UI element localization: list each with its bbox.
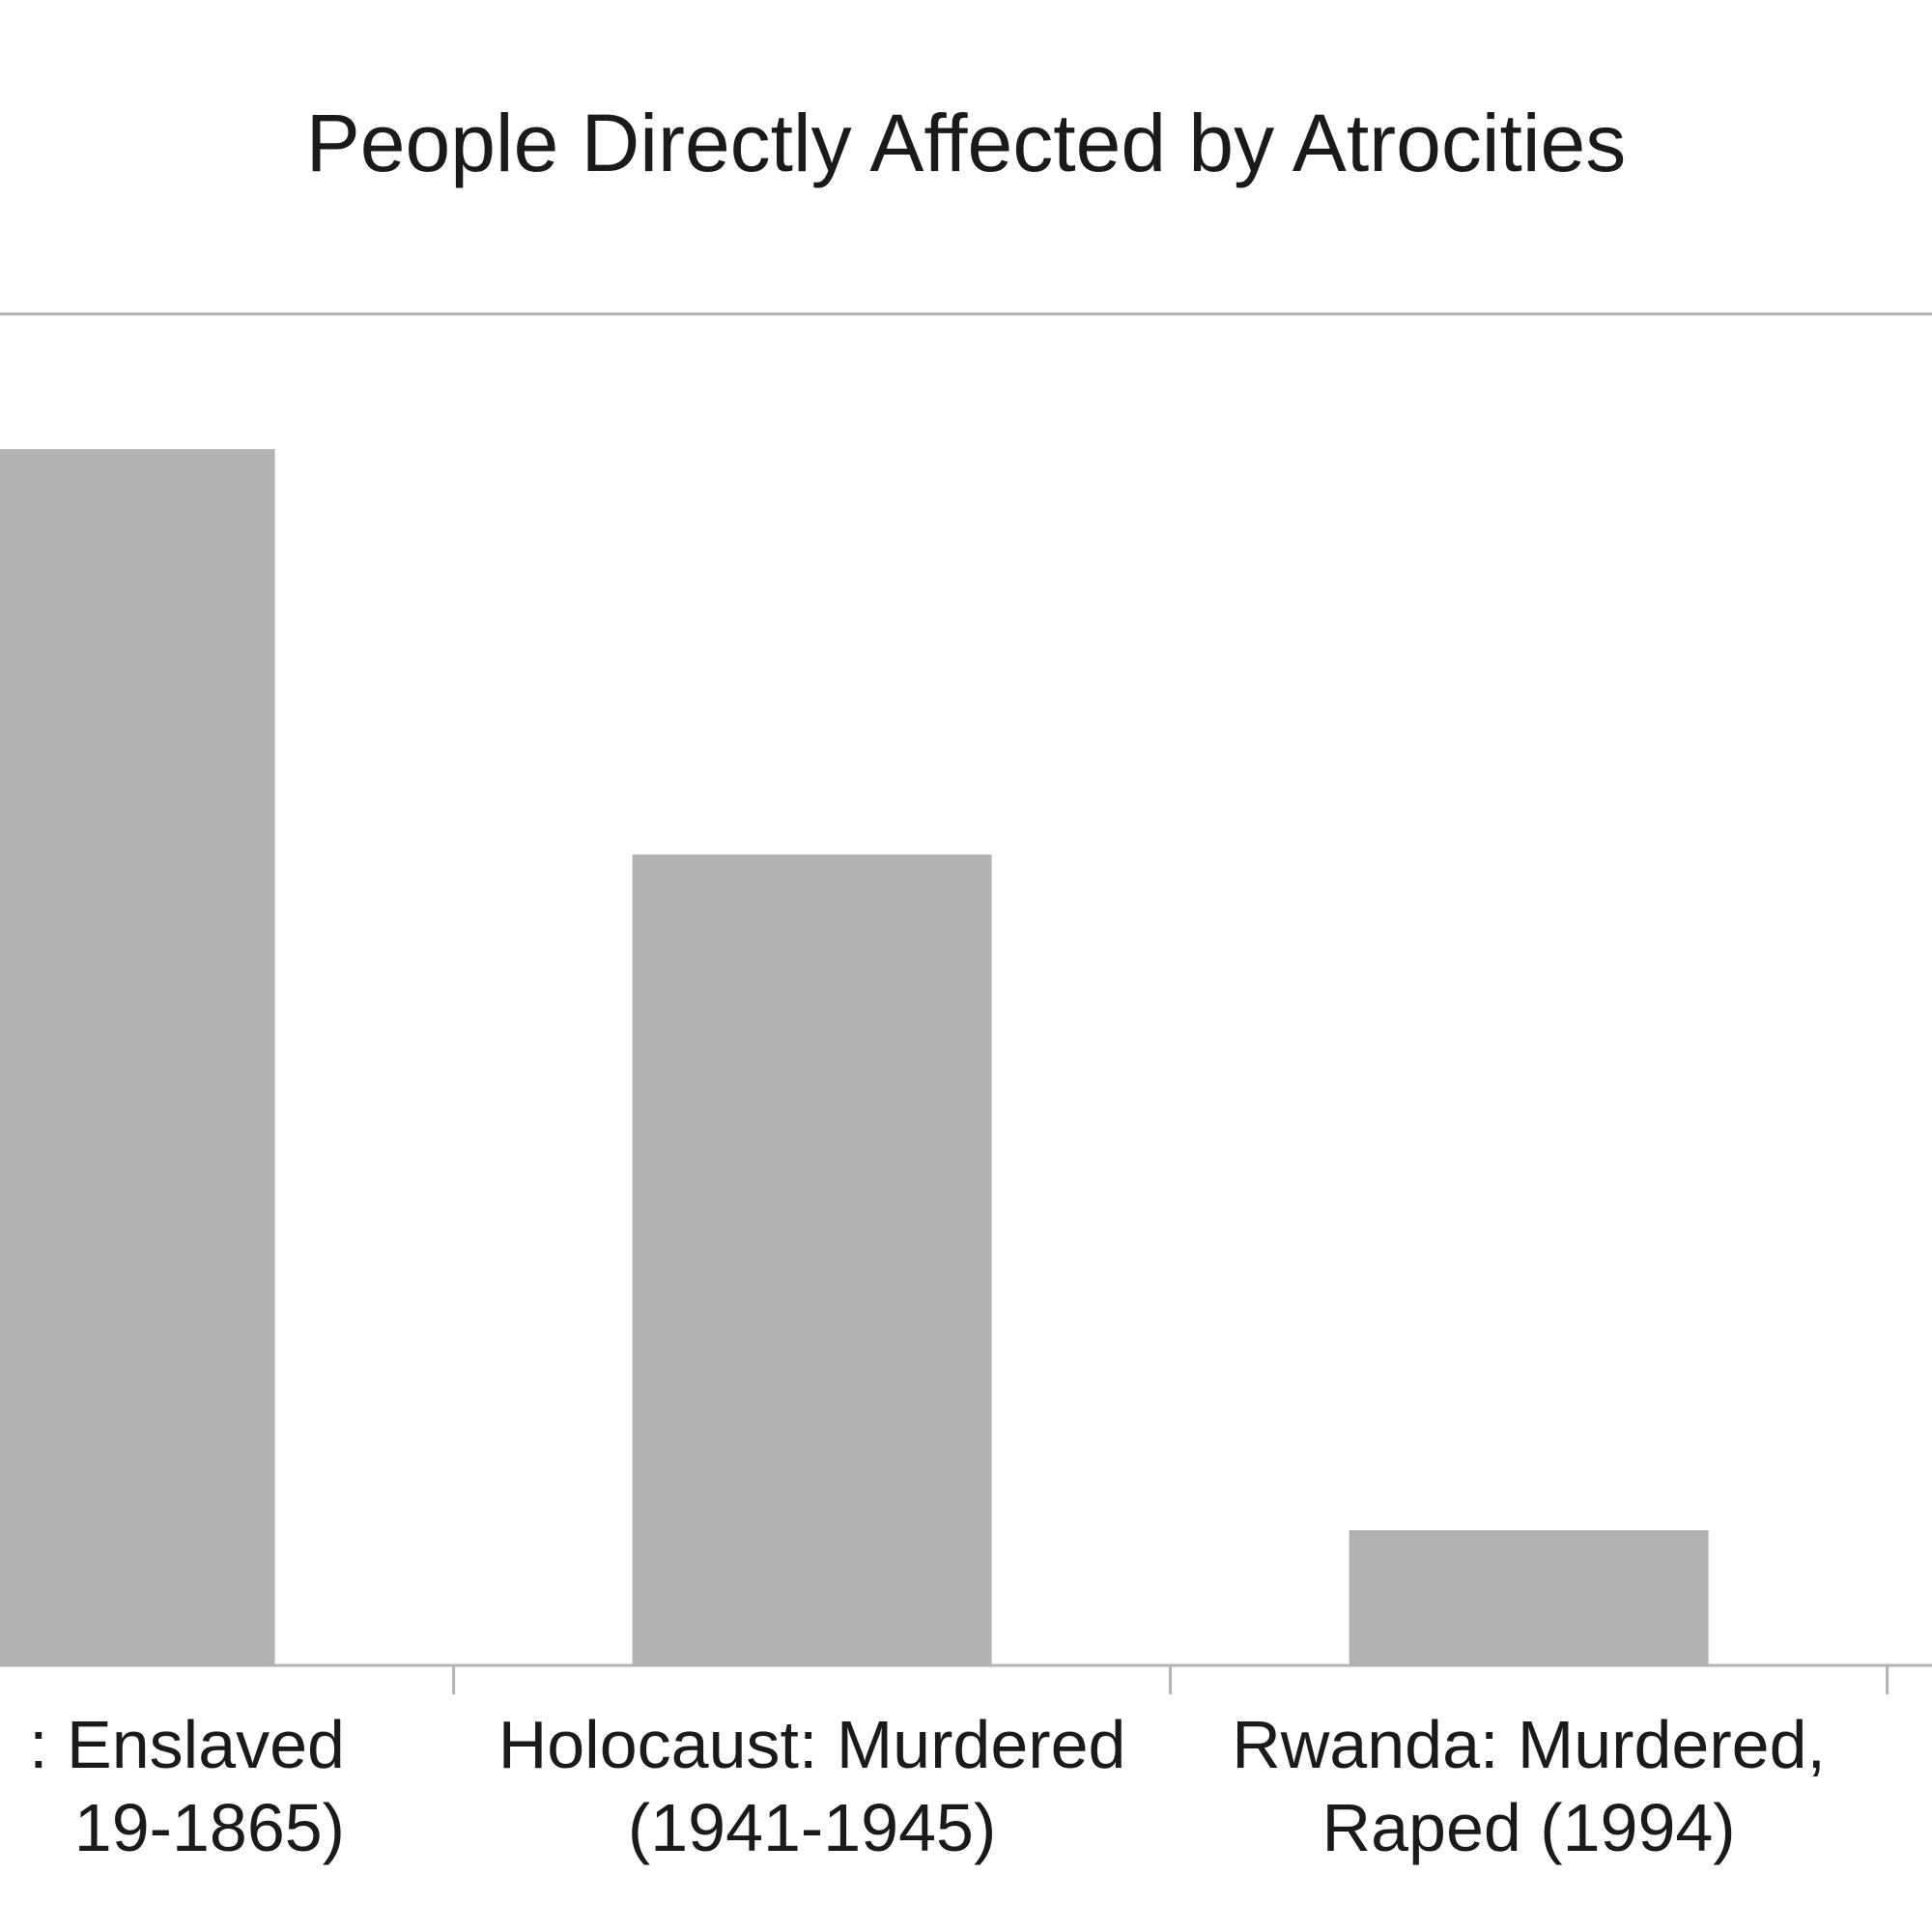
bar [632, 854, 992, 1665]
bar [0, 448, 275, 1665]
x-tick-label: : Enslaved 19-1865) [29, 1707, 345, 1865]
bar [1349, 1530, 1709, 1665]
x-tick-label: Holocaust: Murdered (1941-1945) [497, 1707, 1126, 1865]
chart-title: People Directly Affected by Atrocities [305, 98, 1627, 188]
x-tick-label: Rwanda: Murdered, Raped (1994) [1232, 1707, 1826, 1865]
